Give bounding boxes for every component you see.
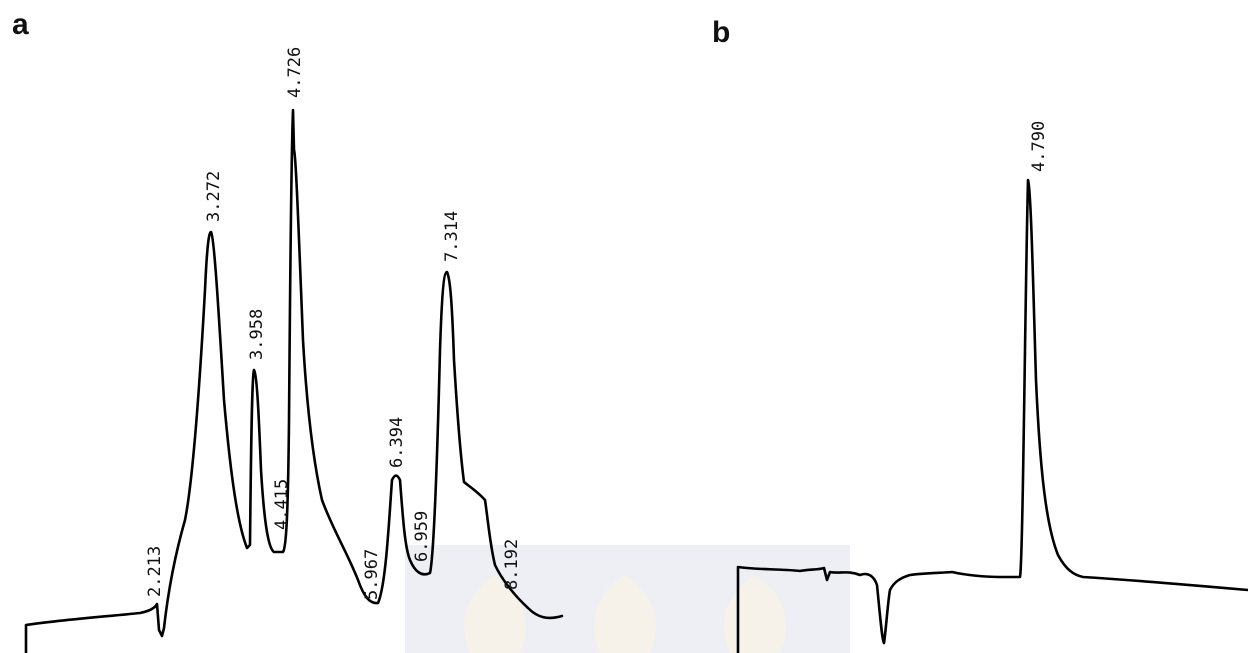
panel-label-a: a <box>12 8 29 41</box>
peak-label: 4.726 <box>285 47 305 98</box>
peak-label: 8.192 <box>502 539 522 590</box>
peak-label: 4.790 <box>1029 121 1049 172</box>
peak-label: 6.394 <box>387 417 407 468</box>
peak-label: 2.213 <box>145 546 165 597</box>
chromatogram-trace-b <box>736 178 1248 653</box>
peak-labels-panel-a: 2.213 3.272 3.958 4.415 4.726 5.967 6.394 6.959… <box>145 47 522 600</box>
peak-label: 3.272 <box>204 171 224 222</box>
panel-label-b: b <box>712 16 730 49</box>
peak-label: 7.314 <box>442 211 462 262</box>
chromatogram-trace-a <box>24 108 564 653</box>
peak-label: 5.967 <box>362 549 382 600</box>
peak-label: 4.415 <box>272 479 292 530</box>
peak-label: 3.958 <box>247 309 267 360</box>
peak-labels-panel-b: 4.790 <box>1029 121 1049 172</box>
watermark-logo <box>405 545 850 653</box>
peak-label: 6.959 <box>412 511 432 562</box>
